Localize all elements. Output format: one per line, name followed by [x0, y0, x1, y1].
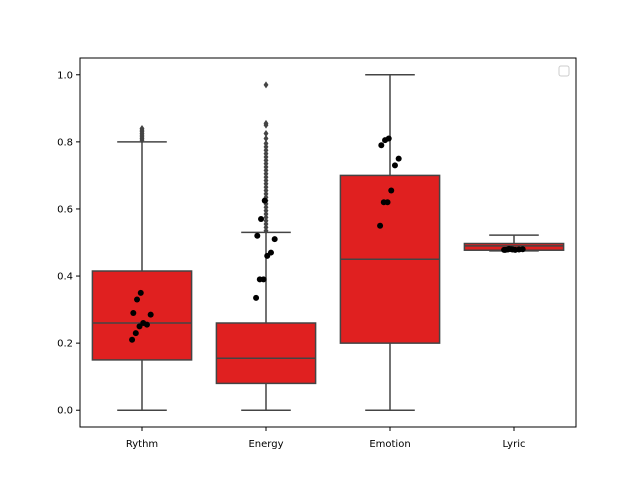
x-tick-label: Emotion — [369, 439, 410, 450]
points-group — [129, 135, 526, 343]
emotion-point — [378, 142, 385, 149]
rythm-point — [137, 289, 144, 296]
plot-frame — [79, 57, 577, 428]
rythm-point — [134, 296, 141, 303]
emotion-point — [385, 135, 392, 142]
y-axis: 0.0 0.2 0.4 0.6 0.8 1.0 — [57, 70, 80, 417]
rythm-box — [91, 270, 193, 361]
lyric-point — [519, 246, 526, 253]
rythm-point — [130, 309, 137, 316]
energy-outlier — [263, 129, 269, 137]
x-tick-label: Rythm — [126, 439, 158, 450]
energy-box — [215, 322, 317, 385]
x-tick-label: Lyric — [503, 439, 526, 450]
energy-point — [258, 216, 265, 223]
y-tick-label: 0.4 — [57, 272, 73, 283]
energy-point — [267, 249, 274, 256]
emotion-point — [377, 222, 384, 229]
y-tick-label: 1.0 — [57, 70, 73, 81]
energy-outlier — [263, 81, 269, 89]
rythm-point — [132, 330, 139, 337]
energy-outlier — [263, 135, 269, 143]
rythm-outlier — [139, 124, 145, 132]
rythm-point — [147, 311, 154, 318]
energy-point — [254, 232, 261, 239]
emotion-point — [395, 155, 402, 162]
emotion-point — [391, 162, 398, 169]
y-tick-label: 0.8 — [57, 137, 73, 148]
energy-outlier — [263, 140, 269, 148]
energy-point — [253, 294, 260, 301]
energy-point — [260, 276, 267, 283]
y-tick-label: 0.2 — [57, 339, 73, 350]
energy-point — [271, 236, 278, 243]
lyric-point — [509, 246, 516, 253]
y-tick-label: 0.6 — [57, 204, 73, 215]
x-axis: Rythm Energy Emotion Lyric — [126, 427, 526, 450]
plot-area — [80, 58, 576, 427]
x-tick-label: Energy — [248, 439, 283, 450]
emotion-point — [388, 187, 395, 194]
legend-box — [558, 65, 570, 77]
energy-point — [261, 197, 268, 204]
y-tick-label: 0.0 — [57, 406, 73, 417]
rythm-point — [129, 336, 136, 343]
rythm-point — [143, 321, 150, 328]
energy-outlier — [263, 119, 269, 127]
emotion-point — [384, 199, 391, 206]
